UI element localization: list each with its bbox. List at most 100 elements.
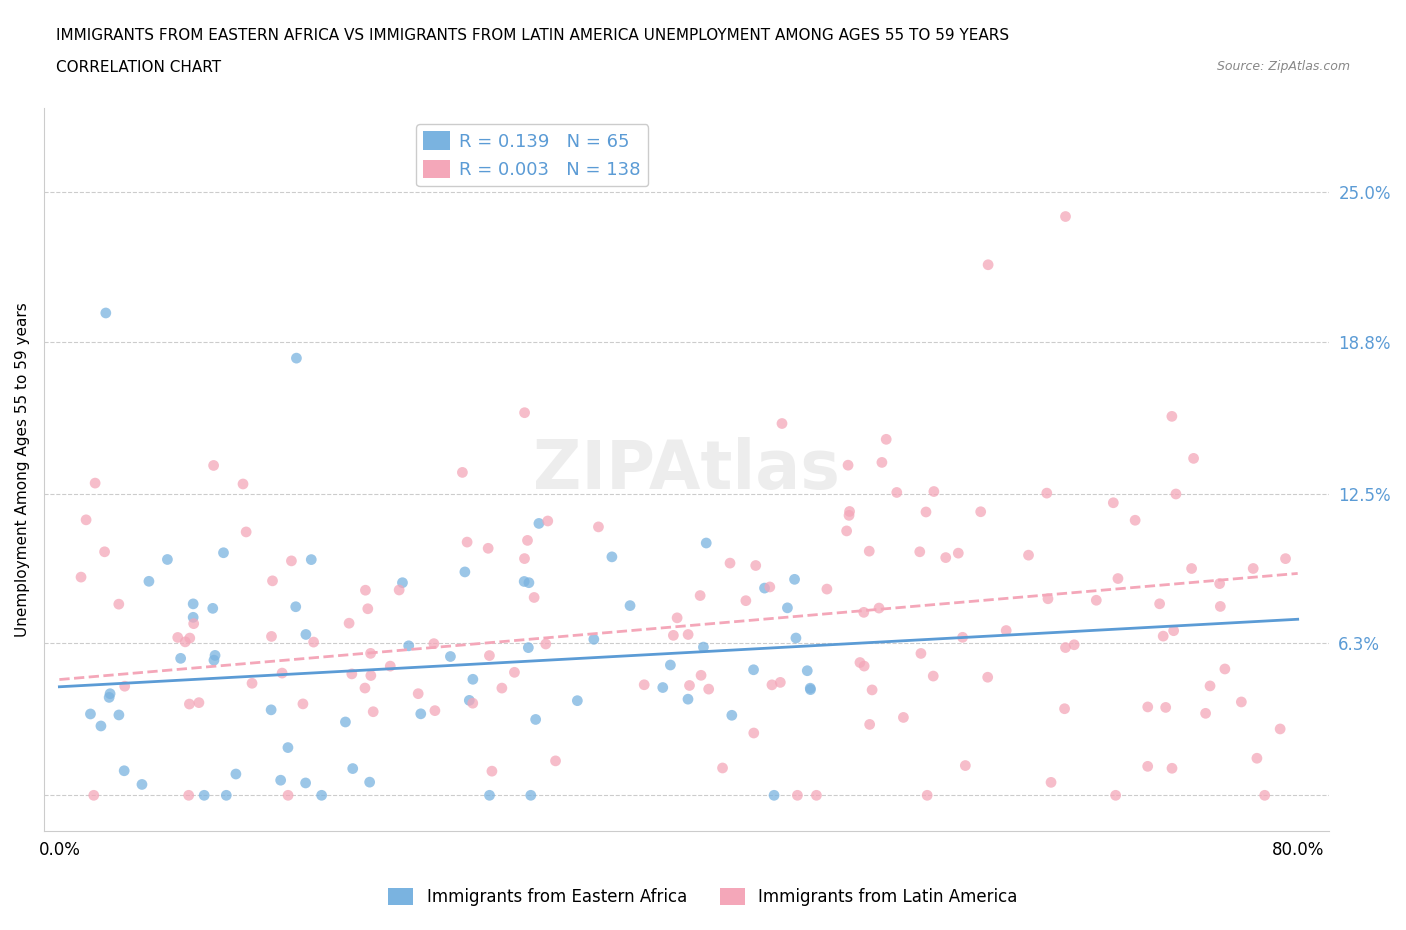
Point (70, 570, 93, 585)
Point (423, 636, 446, 651)
Point (181, 610, 204, 625)
Point (294, 776, 316, 790)
Point (534, 636, 557, 651)
Point (380, 658, 402, 673)
Point (83, 788, 105, 803)
Point (651, 680, 673, 695)
Point (439, 649, 461, 664)
Point (763, 788, 786, 803)
Point (995, 623, 1018, 638)
Point (354, 681, 377, 696)
Point (676, 692, 699, 707)
Point (179, 631, 201, 645)
Point (75, 512, 97, 527)
Point (523, 590, 546, 604)
Point (202, 653, 225, 668)
Point (745, 558, 768, 573)
Point (769, 675, 792, 690)
Point (456, 535, 478, 550)
Point (1163, 623, 1185, 638)
Point (859, 717, 882, 732)
Point (915, 505, 938, 520)
Point (201, 601, 224, 616)
Point (302, 634, 325, 649)
Point (742, 725, 765, 740)
Point (193, 788, 215, 803)
Point (711, 761, 734, 776)
Point (335, 714, 357, 729)
Point (770, 416, 793, 431)
Point (815, 581, 838, 596)
Point (970, 504, 993, 519)
Point (342, 761, 364, 776)
Point (284, 599, 307, 614)
Point (138, 574, 160, 589)
Point (1136, 699, 1159, 714)
Point (202, 458, 225, 472)
Point (114, 679, 136, 694)
Point (262, 574, 284, 589)
Point (852, 604, 875, 619)
Text: IMMIGRANTS FROM EASTERN AFRICA VS IMMIGRANTS FROM LATIN AMERICA UNEMPLOYMENT AMO: IMMIGRANTS FROM EASTERN AFRICA VS IMMIGR… (56, 28, 1010, 43)
Point (915, 788, 938, 803)
Point (513, 405, 536, 420)
Point (544, 753, 567, 768)
Point (689, 588, 711, 603)
Point (835, 524, 858, 538)
Point (204, 648, 226, 663)
Point (1036, 485, 1059, 500)
Point (600, 550, 623, 565)
Point (360, 668, 382, 683)
Point (659, 658, 682, 672)
Point (754, 580, 776, 595)
Point (1104, 788, 1126, 803)
Point (785, 631, 807, 645)
Point (761, 677, 783, 692)
Point (1253, 788, 1275, 803)
Point (849, 655, 872, 670)
Point (277, 788, 299, 803)
Point (1164, 486, 1187, 501)
Point (361, 704, 384, 719)
Point (285, 351, 308, 365)
Point (837, 458, 859, 472)
Point (169, 651, 191, 666)
Point (112, 764, 135, 778)
Point (734, 593, 756, 608)
Point (240, 676, 263, 691)
Point (181, 596, 204, 611)
Point (337, 616, 360, 631)
Point (1199, 679, 1222, 694)
Point (79, 707, 101, 722)
Point (398, 638, 420, 653)
Point (232, 476, 254, 491)
Point (527, 516, 550, 531)
Point (783, 572, 806, 587)
Point (886, 485, 908, 500)
Point (1063, 637, 1085, 652)
Point (742, 662, 765, 677)
Point (391, 576, 413, 591)
Point (271, 666, 294, 681)
Point (491, 681, 513, 696)
Point (838, 508, 860, 523)
Point (976, 670, 998, 684)
Point (98, 686, 121, 701)
Point (948, 546, 970, 561)
Point (977, 258, 1000, 272)
Point (799, 681, 821, 696)
Point (1107, 571, 1129, 586)
Point (311, 788, 333, 803)
Point (517, 576, 540, 591)
Point (720, 708, 742, 723)
Point (299, 552, 322, 567)
Point (588, 520, 610, 535)
Point (280, 553, 302, 568)
Point (524, 712, 547, 727)
Point (875, 432, 897, 446)
Legend: Immigrants from Eastern Africa, Immigrants from Latin America: Immigrants from Eastern Africa, Immigran… (381, 881, 1025, 912)
Point (1040, 775, 1063, 790)
Point (582, 631, 605, 646)
Point (666, 610, 689, 625)
Point (922, 485, 945, 499)
